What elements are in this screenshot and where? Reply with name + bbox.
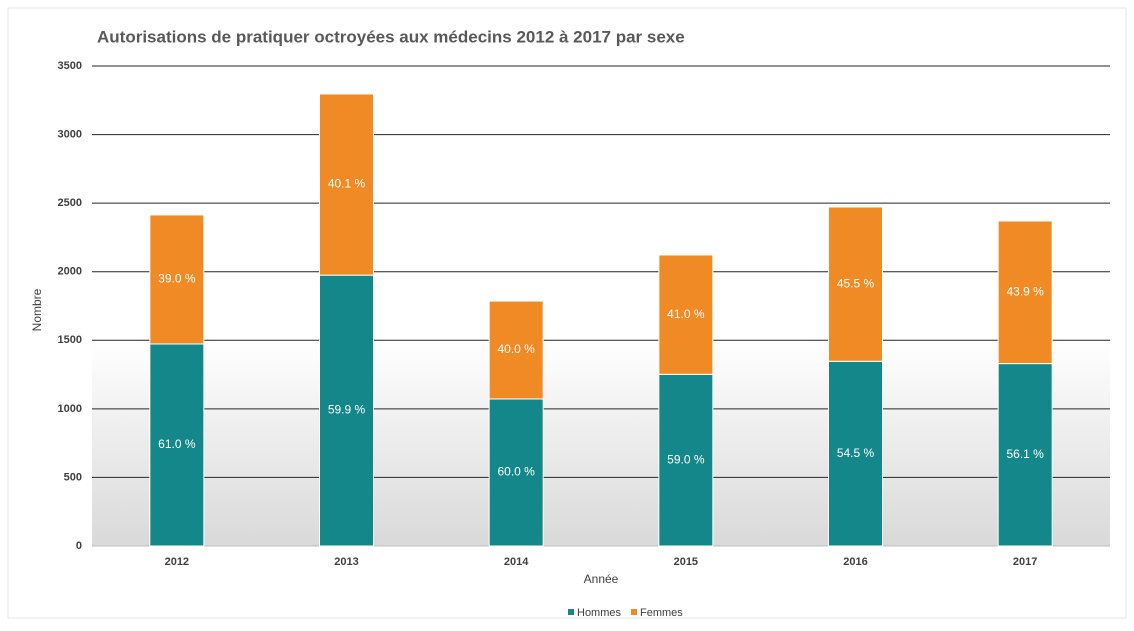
x-tick-label: 2012 bbox=[165, 556, 189, 568]
data-label: 45.5 % bbox=[837, 276, 875, 290]
y-tick-label: 3000 bbox=[58, 128, 82, 140]
chart-title: Autorisations de pratiquer octroyées aux… bbox=[97, 27, 685, 46]
bar-segment bbox=[149, 214, 205, 345]
data-label: 61.0 % bbox=[158, 437, 196, 451]
data-label: 56.1 % bbox=[1006, 447, 1044, 461]
x-tick-label: 2017 bbox=[1013, 556, 1037, 568]
data-label: 43.9 % bbox=[1006, 284, 1044, 298]
bar-segment bbox=[997, 220, 1053, 365]
data-label: 40.1 % bbox=[328, 177, 366, 191]
bar-segment bbox=[828, 206, 883, 362]
data-label: 54.5 % bbox=[837, 446, 875, 460]
bar-segment bbox=[149, 343, 205, 547]
data-label: 41.0 % bbox=[667, 307, 705, 321]
bar-segment bbox=[319, 274, 374, 547]
data-label: 59.0 % bbox=[667, 452, 705, 466]
y-tick-label: 2500 bbox=[58, 197, 82, 209]
y-tick-label: 3500 bbox=[58, 60, 82, 72]
plot-shade bbox=[92, 340, 1110, 546]
data-label: 40.0 % bbox=[497, 342, 535, 356]
x-tick-label: 2016 bbox=[843, 556, 867, 568]
legend-label: Hommes bbox=[577, 607, 622, 619]
data-label: 60.0 % bbox=[497, 465, 535, 479]
x-tick-label: 2015 bbox=[674, 556, 698, 568]
data-label: 39.0 % bbox=[158, 272, 196, 286]
bar-segment bbox=[488, 300, 544, 400]
x-tick-label: 2014 bbox=[504, 556, 529, 568]
y-tick-label: 2000 bbox=[58, 266, 82, 278]
legend-swatch bbox=[631, 609, 638, 615]
legend-swatch bbox=[568, 609, 574, 615]
y-tick-label: 1000 bbox=[58, 403, 82, 415]
y-tick-label: 0 bbox=[76, 540, 82, 552]
bar-segment bbox=[658, 254, 714, 375]
legend-label: Femmes bbox=[640, 607, 683, 619]
y-tick-label: 500 bbox=[64, 471, 82, 483]
y-axis-label: Nombre bbox=[30, 288, 44, 331]
bar-segment bbox=[319, 93, 374, 276]
x-tick-label: 2013 bbox=[334, 556, 358, 568]
bar-segment bbox=[997, 363, 1053, 547]
x-axis-label: Année bbox=[584, 572, 619, 586]
data-label: 59.9 % bbox=[328, 403, 366, 417]
bar-segment bbox=[658, 373, 714, 547]
bar-segment bbox=[828, 360, 883, 547]
y-tick-label: 1500 bbox=[58, 334, 82, 346]
